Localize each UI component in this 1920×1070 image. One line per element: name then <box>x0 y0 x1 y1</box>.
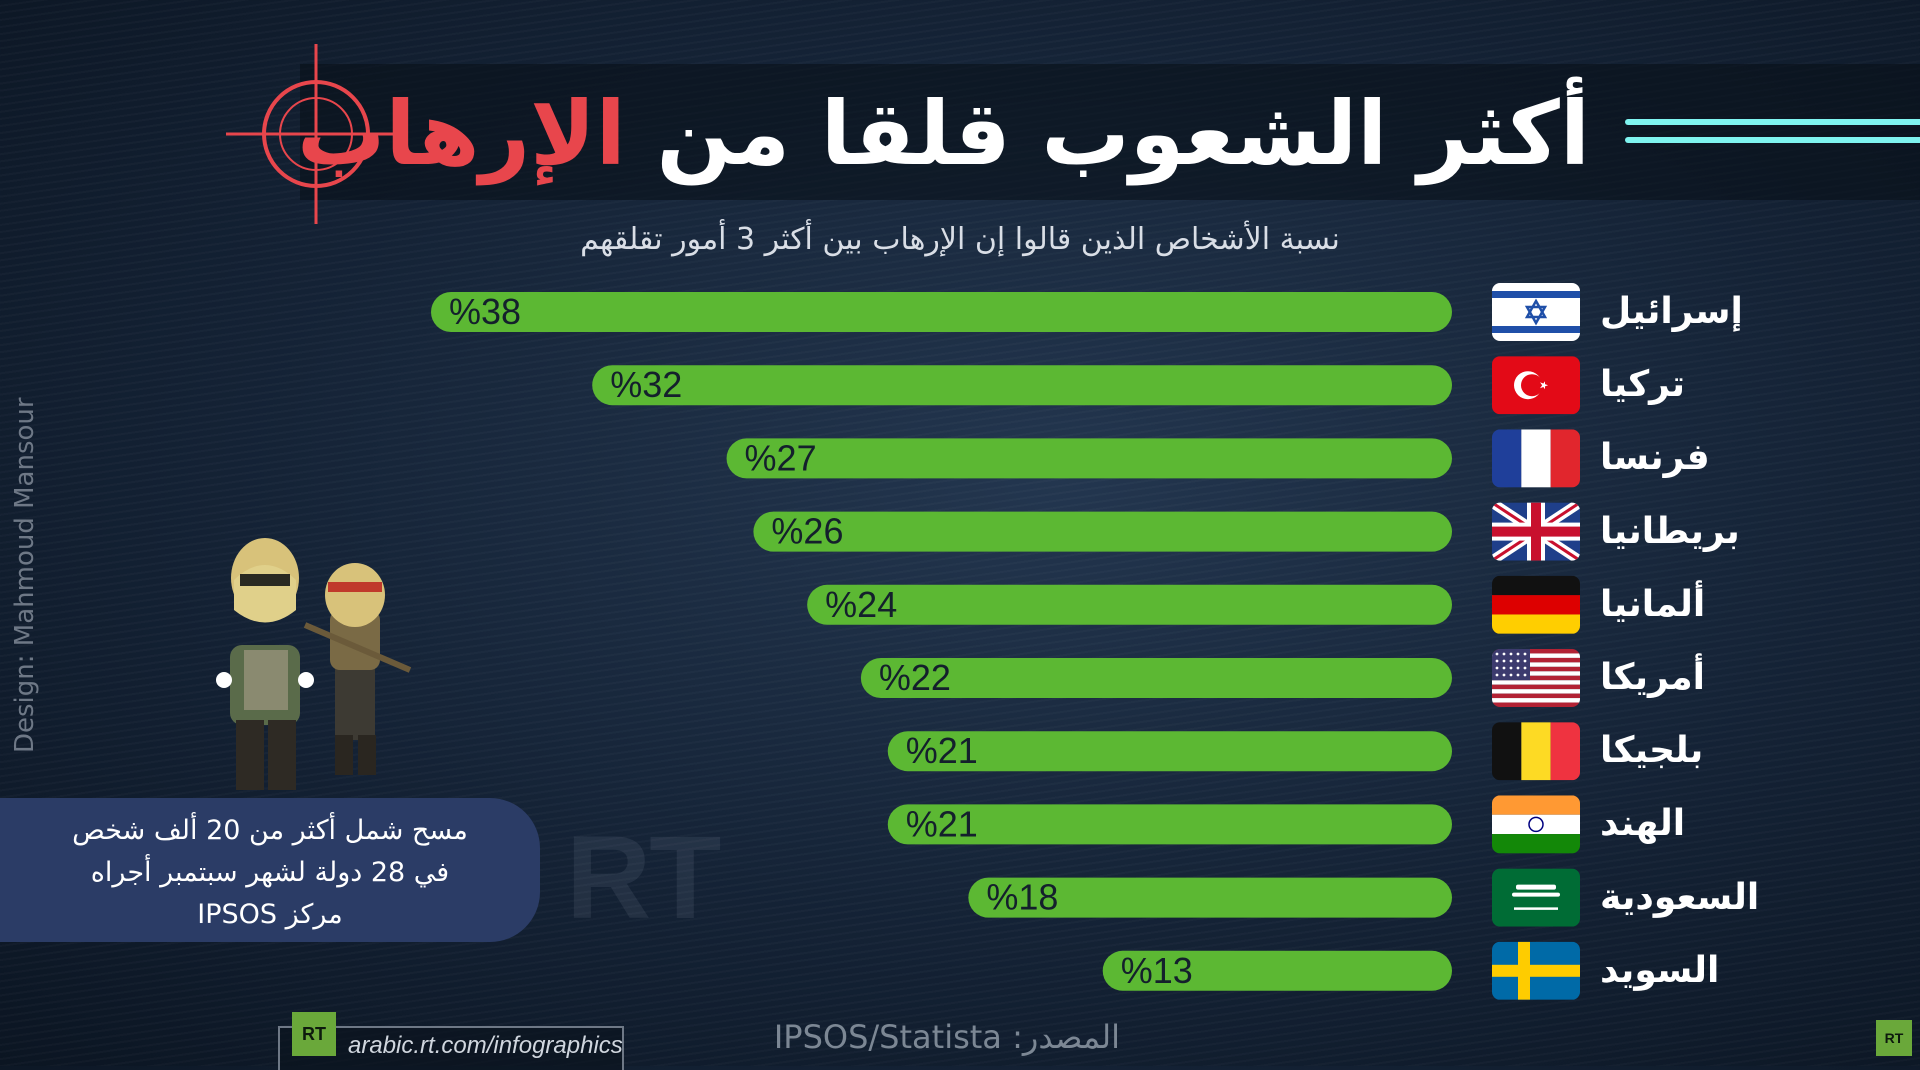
bar-value-label: %21 <box>906 803 978 844</box>
bar <box>807 584 1452 625</box>
country-label: السويد <box>1600 949 1720 991</box>
germany-flag-icon <box>1492 575 1580 634</box>
bar-value-label: %22 <box>879 657 951 698</box>
bar-value-label: %32 <box>610 364 682 405</box>
turkey-flag-icon <box>1492 356 1580 415</box>
page-title: أكثر الشعوب قلقا من الإرهاب <box>297 74 1590 194</box>
title-highlight: الإرهاب <box>296 82 626 185</box>
country-label: السعودية <box>1600 876 1760 918</box>
crosshair-icon <box>226 44 406 224</box>
bar <box>860 658 1452 698</box>
bar <box>726 438 1452 479</box>
bar-value-label: %27 <box>745 437 817 478</box>
bar-value-label: %38 <box>449 291 521 332</box>
rt-logo: RT <box>292 1012 336 1056</box>
title-band <box>300 64 1920 200</box>
source-value: IPSOS/Statista <box>773 1018 1002 1056</box>
sweden-flag-icon <box>1492 941 1580 1000</box>
country-label: الهند <box>1600 803 1686 845</box>
israel-flag-icon <box>1492 283 1580 341</box>
country-label: تركيا <box>1600 364 1686 406</box>
bar <box>1102 950 1452 991</box>
bar <box>592 365 1452 406</box>
title-part: أكثر الشعوب قلقا من <box>625 82 1590 185</box>
india-flag-icon <box>1492 795 1580 854</box>
cyan-lines-decoration <box>1625 119 1920 143</box>
bar-value-label: %18 <box>986 877 1058 918</box>
france-flag-icon <box>1492 429 1580 488</box>
country-label: فرنسا <box>1600 437 1710 479</box>
note-line-3: مركز IPSOS <box>197 899 343 930</box>
bar-value-label: %13 <box>1121 950 1193 991</box>
belgium-flag-icon <box>1492 722 1580 781</box>
source-label: المصدر: <box>1012 1018 1120 1056</box>
country-label: ألمانيا <box>1600 583 1706 625</box>
country-label: أمريكا <box>1600 657 1705 698</box>
bar-value-label: %24 <box>825 584 897 625</box>
rt-watermark: RT <box>566 812 721 944</box>
usa-flag-icon <box>1492 649 1580 707</box>
country-label: بريطانيا <box>1600 510 1740 552</box>
source-credit: المصدر: IPSOS/Statista <box>774 1018 1120 1056</box>
note-line-1: مسح شمل أكثر من 20 ألف شخص <box>72 815 468 846</box>
bar <box>753 511 1452 552</box>
design-credit: Design: Mahmoud Mansour <box>10 397 40 753</box>
masked-figures-illustration <box>216 538 412 790</box>
bar-value-label: %26 <box>771 511 843 552</box>
note-line-2: في 28 دولة لشهر سبتمبر أجراه <box>90 857 450 888</box>
site-link[interactable]: arabic.rt.com/infographics <box>348 1032 623 1059</box>
survey-note: مسح شمل أكثر من 20 ألف شخص في 28 دولة لش… <box>0 798 540 942</box>
bar <box>887 731 1452 772</box>
country-label: إسرائيل <box>1600 291 1743 332</box>
saudi-flag-icon <box>1492 868 1580 927</box>
bar-value-label: %21 <box>906 730 978 771</box>
uk-flag-icon <box>1492 502 1580 561</box>
country-label: بلجيكا <box>1600 730 1704 772</box>
rt-logo-corner: RT <box>1876 1020 1912 1056</box>
bar <box>968 877 1452 918</box>
bar <box>431 292 1452 332</box>
bar <box>887 804 1452 845</box>
chart-subtitle: نسبة الأشخاص الذين قالوا إن الإرهاب بين … <box>580 222 1340 257</box>
